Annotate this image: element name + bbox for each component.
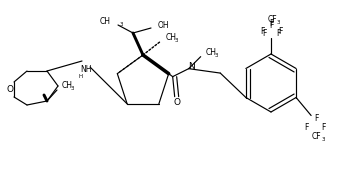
- Text: F: F: [260, 26, 264, 35]
- Text: F: F: [321, 123, 325, 132]
- Text: 3: 3: [321, 137, 324, 142]
- Text: F: F: [278, 26, 282, 35]
- Text: N: N: [188, 62, 195, 71]
- Text: OH: OH: [158, 20, 170, 30]
- Text: F: F: [276, 29, 280, 38]
- Text: F: F: [269, 20, 273, 29]
- Text: O: O: [7, 85, 14, 94]
- Text: 3: 3: [215, 53, 218, 58]
- Text: H: H: [79, 74, 83, 79]
- Text: O: O: [173, 98, 180, 107]
- Text: CH: CH: [62, 81, 73, 90]
- Text: F: F: [269, 21, 273, 30]
- Text: F: F: [262, 29, 266, 38]
- Text: 3: 3: [71, 86, 75, 92]
- Text: F: F: [314, 114, 319, 123]
- Text: CH: CH: [166, 33, 177, 42]
- Text: CH: CH: [100, 16, 111, 25]
- Text: F: F: [304, 123, 308, 132]
- Text: 3: 3: [175, 38, 178, 43]
- Text: CH: CH: [206, 48, 217, 57]
- Text: 3: 3: [277, 20, 280, 25]
- Text: CF: CF: [268, 15, 278, 24]
- Text: 3: 3: [120, 21, 124, 26]
- Text: CF: CF: [312, 132, 322, 141]
- Text: NH: NH: [80, 65, 92, 74]
